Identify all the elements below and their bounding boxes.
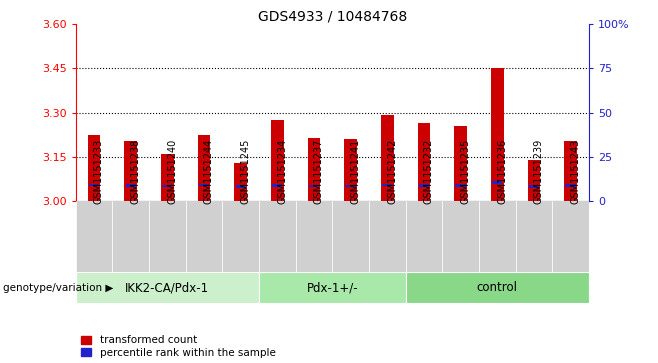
Text: GSM1151237: GSM1151237 <box>314 138 324 204</box>
Bar <box>197 135 211 201</box>
Bar <box>222 201 259 272</box>
Text: GSM1151242: GSM1151242 <box>388 138 397 204</box>
Legend: transformed count, percentile rank within the sample: transformed count, percentile rank withi… <box>81 335 276 358</box>
Bar <box>271 120 284 201</box>
Bar <box>186 201 222 272</box>
Bar <box>234 163 247 201</box>
Text: GDS4933 / 10484768: GDS4933 / 10484768 <box>258 9 407 23</box>
Bar <box>528 160 540 201</box>
Bar <box>344 139 357 201</box>
Bar <box>405 201 442 272</box>
Bar <box>492 181 503 184</box>
Text: GSM1151239: GSM1151239 <box>534 138 544 204</box>
Bar <box>295 201 332 272</box>
Bar <box>442 201 479 272</box>
Bar <box>418 123 430 201</box>
Bar <box>382 184 392 187</box>
Bar <box>76 201 113 272</box>
Bar <box>161 154 174 201</box>
Text: GSM1151234: GSM1151234 <box>277 138 288 204</box>
Bar <box>272 184 282 187</box>
Text: GSM1151245: GSM1151245 <box>241 138 251 204</box>
Text: GSM1151236: GSM1151236 <box>497 138 507 204</box>
Bar <box>369 201 405 272</box>
Bar <box>259 201 295 272</box>
Bar <box>124 141 137 201</box>
Bar <box>162 185 172 187</box>
Bar <box>454 126 467 201</box>
Bar <box>126 184 136 187</box>
Bar <box>565 184 576 187</box>
Text: Pdx-1+/-: Pdx-1+/- <box>307 281 358 294</box>
Bar <box>552 201 589 272</box>
Text: genotype/variation ▶: genotype/variation ▶ <box>3 283 114 293</box>
Bar <box>381 115 393 201</box>
Bar <box>113 201 149 272</box>
Bar <box>89 184 99 187</box>
Text: GSM1151232: GSM1151232 <box>424 138 434 204</box>
Bar <box>307 138 320 201</box>
Text: GSM1151233: GSM1151233 <box>94 138 104 204</box>
Text: GSM1151240: GSM1151240 <box>167 138 177 204</box>
Bar <box>259 272 405 303</box>
Text: GSM1151244: GSM1151244 <box>204 138 214 204</box>
Bar <box>516 201 552 272</box>
Text: GSM1151238: GSM1151238 <box>131 138 141 204</box>
Text: control: control <box>477 281 518 294</box>
Bar <box>418 184 429 187</box>
Bar <box>199 184 209 186</box>
Bar <box>564 141 577 201</box>
Bar <box>76 272 259 303</box>
Text: GSM1151241: GSM1151241 <box>351 138 361 204</box>
Bar <box>491 68 503 201</box>
Text: GSM1151235: GSM1151235 <box>461 138 470 204</box>
Bar <box>88 135 101 201</box>
Bar <box>405 272 589 303</box>
Bar <box>236 185 246 188</box>
Text: IKK2-CA/Pdx-1: IKK2-CA/Pdx-1 <box>125 281 209 294</box>
Bar <box>455 184 466 187</box>
Bar <box>149 201 186 272</box>
Bar <box>529 185 539 188</box>
Bar <box>479 201 516 272</box>
Bar <box>309 185 319 187</box>
Bar <box>345 185 356 187</box>
Text: GSM1151243: GSM1151243 <box>570 138 580 204</box>
Bar <box>332 201 369 272</box>
